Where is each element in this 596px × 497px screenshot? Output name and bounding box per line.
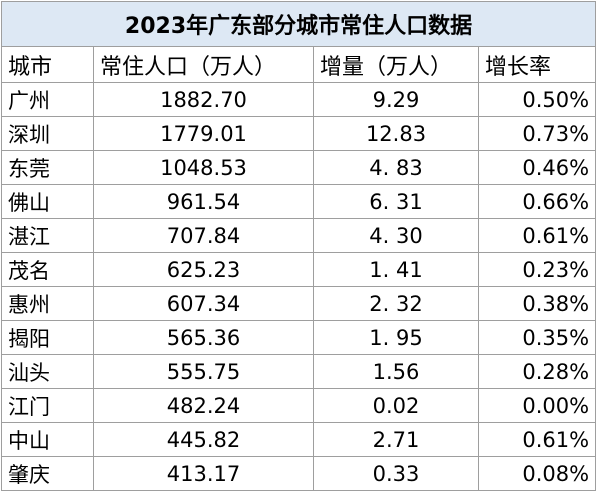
cell: 0.46% [477, 150, 596, 185]
cell: 2.71 [313, 422, 479, 457]
cell: 555.75 [93, 354, 314, 389]
cell: 佛山 [1, 184, 94, 219]
header-cell: 城市 [1, 46, 94, 83]
cell: 4. 30 [313, 218, 479, 253]
cell: 1. 95 [313, 320, 479, 355]
cell: 1. 41 [313, 252, 479, 287]
cell: 揭阳 [1, 320, 94, 355]
cell: 4. 83 [313, 150, 479, 185]
cell: 607.34 [93, 286, 314, 321]
cell: 茂名 [1, 252, 94, 287]
cell: 565.36 [93, 320, 314, 355]
header-cell: 常住人口（万人） [93, 46, 314, 83]
cell: 江门 [1, 388, 94, 423]
cell: 0.28% [477, 354, 596, 389]
cell: 9.29 [313, 82, 479, 117]
cell: 0.50% [477, 82, 596, 117]
data-row: 惠州 607.34 2. 32 0.38% [1, 286, 596, 321]
cell: 413.17 [93, 456, 314, 491]
cell: 1.56 [313, 354, 479, 389]
cell: 0.61% [477, 422, 596, 457]
cell: 惠州 [1, 286, 94, 321]
cell: 湛江 [1, 218, 94, 253]
cell: 6. 31 [313, 184, 479, 219]
cell: 深圳 [1, 116, 94, 151]
cell: 0.00% [477, 388, 596, 423]
cell: 625.23 [93, 252, 314, 287]
data-row: 广州 1882.70 9.29 0.50% [1, 82, 596, 117]
data-row: 中山 445.82 2.71 0.61% [1, 422, 596, 457]
data-row: 深圳 1779.01 12.83 0.73% [1, 116, 596, 151]
data-row: 汕头 555.75 1.56 0.28% [1, 354, 596, 389]
cell: 707.84 [93, 218, 314, 253]
header-row: 城市 常住人口（万人） 增量（万人） 增长率 [1, 46, 596, 83]
cell: 0.35% [477, 320, 596, 355]
cell: 0.38% [477, 286, 596, 321]
cell: 广州 [1, 82, 94, 117]
cell: 445.82 [93, 422, 314, 457]
cell: 0.23% [477, 252, 596, 287]
header-cell: 增长率 [477, 46, 596, 83]
data-row: 湛江 707.84 4. 30 0.61% [1, 218, 596, 253]
data-row: 东莞 1048.53 4. 83 0.46% [1, 150, 596, 185]
cell: 12.83 [313, 116, 479, 151]
title-row: 2023年广东部分城市常住人口数据 [0, 1, 596, 47]
cell: 中山 [1, 422, 94, 457]
cell: 0.33 [313, 456, 479, 491]
table-title: 2023年广东部分城市常住人口数据 [0, 1, 596, 47]
cell: 汕头 [1, 354, 94, 389]
data-row: 肇庆 413.17 0.33 0.08% [1, 456, 596, 491]
cell: 0.08% [477, 456, 596, 491]
cell: 1779.01 [93, 116, 314, 151]
cell: 0.61% [477, 218, 596, 253]
cell: 961.54 [93, 184, 314, 219]
data-row: 茂名 625.23 1. 41 0.23% [1, 252, 596, 287]
cell: 0.02 [313, 388, 479, 423]
cell: 0.66% [477, 184, 596, 219]
cell: 0.73% [477, 116, 596, 151]
data-row: 佛山 961.54 6. 31 0.66% [1, 184, 596, 219]
data-row: 江门 482.24 0.02 0.00% [1, 388, 596, 423]
cell: 482.24 [93, 388, 314, 423]
cell: 2. 32 [313, 286, 479, 321]
cell: 肇庆 [1, 456, 94, 491]
cell: 1048.53 [93, 150, 314, 185]
header-cell: 增量（万人） [313, 46, 479, 83]
cell: 1882.70 [93, 82, 314, 117]
cell: 东莞 [1, 150, 94, 185]
data-row: 揭阳 565.36 1. 95 0.35% [1, 320, 596, 355]
